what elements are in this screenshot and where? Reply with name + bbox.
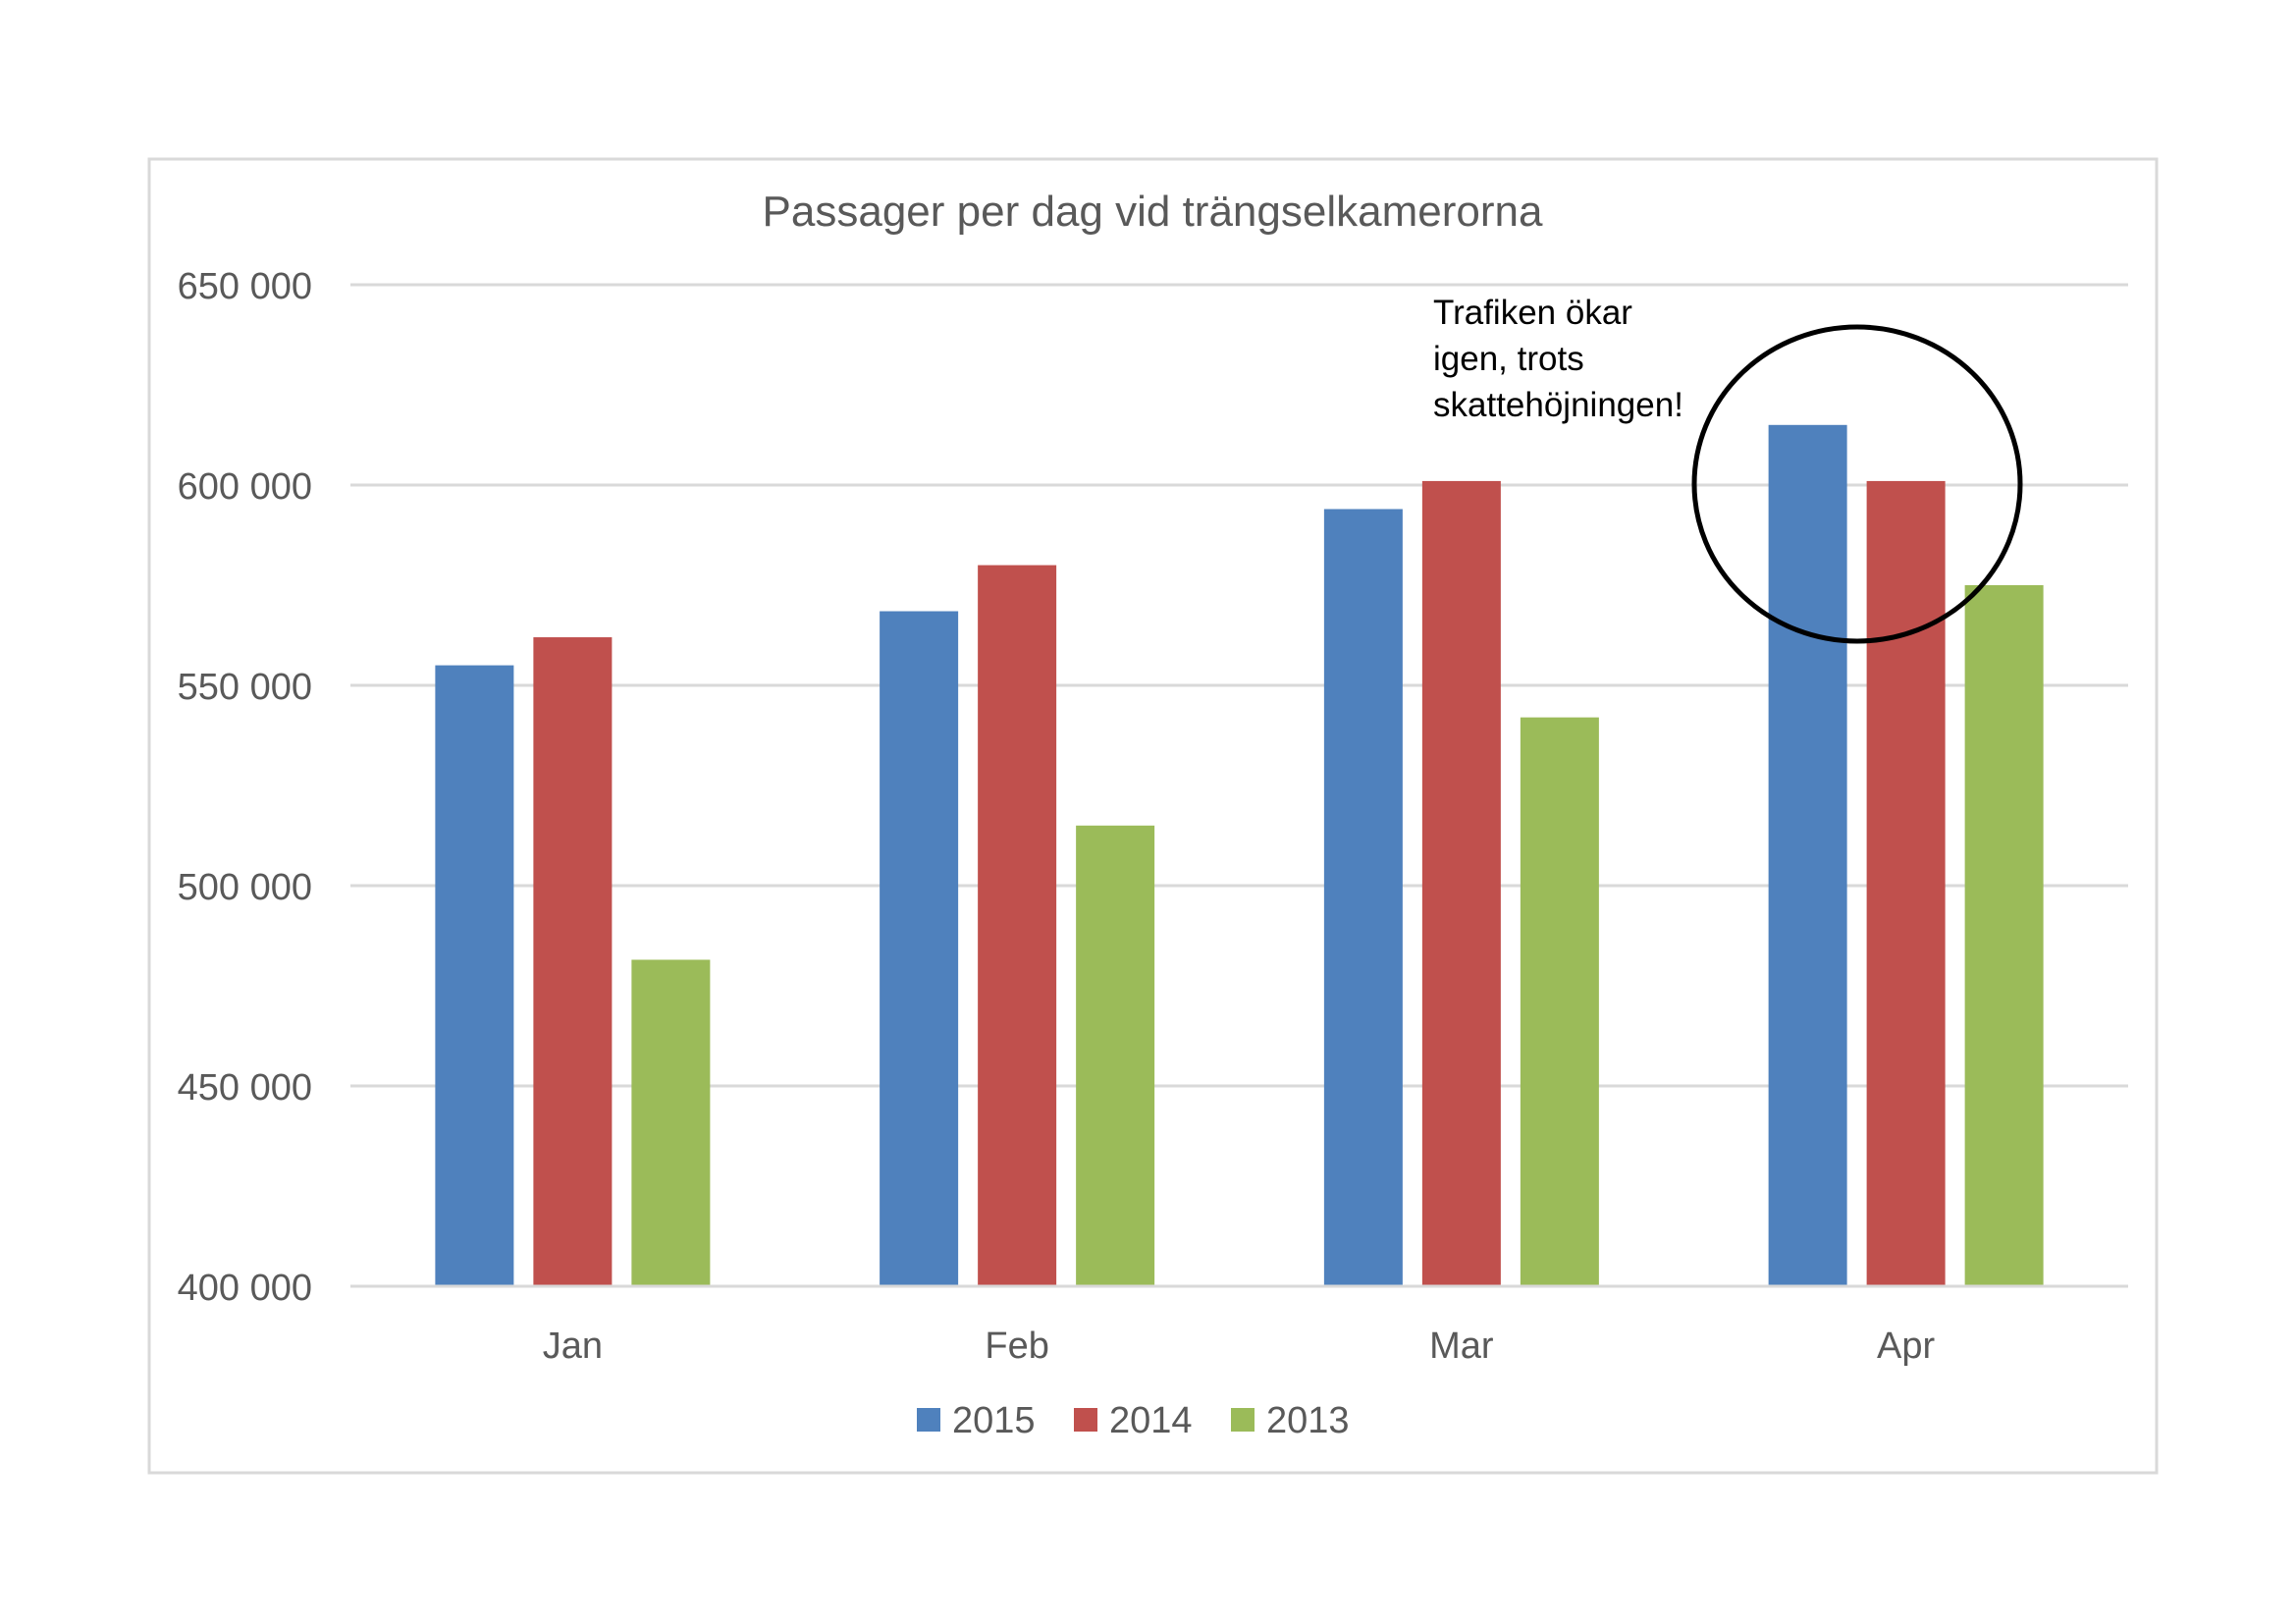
x-tick-label: Apr xyxy=(1877,1326,1935,1367)
bar-2015-feb xyxy=(880,611,959,1286)
legend: 2015 2014 2013 xyxy=(917,1400,1350,1441)
legend-swatch-2014 xyxy=(1074,1408,1097,1432)
y-tick-label: 600 000 xyxy=(178,466,312,508)
y-tick-label: 500 000 xyxy=(178,867,312,908)
legend-label-2015: 2015 xyxy=(952,1400,1036,1441)
highlight-circle xyxy=(1691,324,2023,644)
bar-2015-apr xyxy=(1768,424,1847,1286)
legend-label-2013: 2013 xyxy=(1266,1400,1350,1441)
bars xyxy=(435,424,2044,1286)
bar-2014-apr xyxy=(1866,480,1946,1286)
x-tick-label: Mar xyxy=(1429,1326,1494,1367)
y-tick-label: 550 000 xyxy=(178,667,312,708)
y-tick-label: 450 000 xyxy=(178,1067,312,1109)
bar-2015-jan xyxy=(435,665,514,1286)
legend-swatch-2015 xyxy=(917,1408,940,1432)
bar-2013-apr xyxy=(1964,585,2044,1286)
chart-title: Passager per dag vid trängselkamerorna xyxy=(763,188,1543,236)
y-tick-label: 650 000 xyxy=(178,266,312,307)
bar-2014-mar xyxy=(1421,480,1501,1286)
legend-swatch-2013 xyxy=(1231,1408,1255,1432)
bar-2014-feb xyxy=(978,565,1057,1286)
bar-2014-jan xyxy=(533,637,613,1286)
bar-2015-mar xyxy=(1323,509,1403,1286)
legend-label-2014: 2014 xyxy=(1109,1400,1193,1441)
x-tick-label: Jan xyxy=(543,1326,603,1367)
y-tick-label: 400 000 xyxy=(178,1268,312,1309)
bar-2013-mar xyxy=(1520,717,1599,1286)
annotation-line-1: Trafiken ökar xyxy=(1433,294,1632,332)
annotation-line-3: skattehöjningen! xyxy=(1433,386,1683,424)
annotation-line-2: igen, trots xyxy=(1433,340,1584,378)
x-tick-label: Feb xyxy=(985,1326,1048,1367)
y-axis-tick-labels: 400 000 450 000 500 000 550 000 600 000 650 0… xyxy=(178,266,312,1309)
bar-2013-jan xyxy=(631,959,711,1286)
annotation: Trafiken ökar igen, trots skattehöjninge… xyxy=(1433,294,2023,644)
bar-2013-feb xyxy=(1076,825,1155,1286)
x-axis-tick-labels: Jan Feb Mar Apr xyxy=(543,1326,1936,1367)
